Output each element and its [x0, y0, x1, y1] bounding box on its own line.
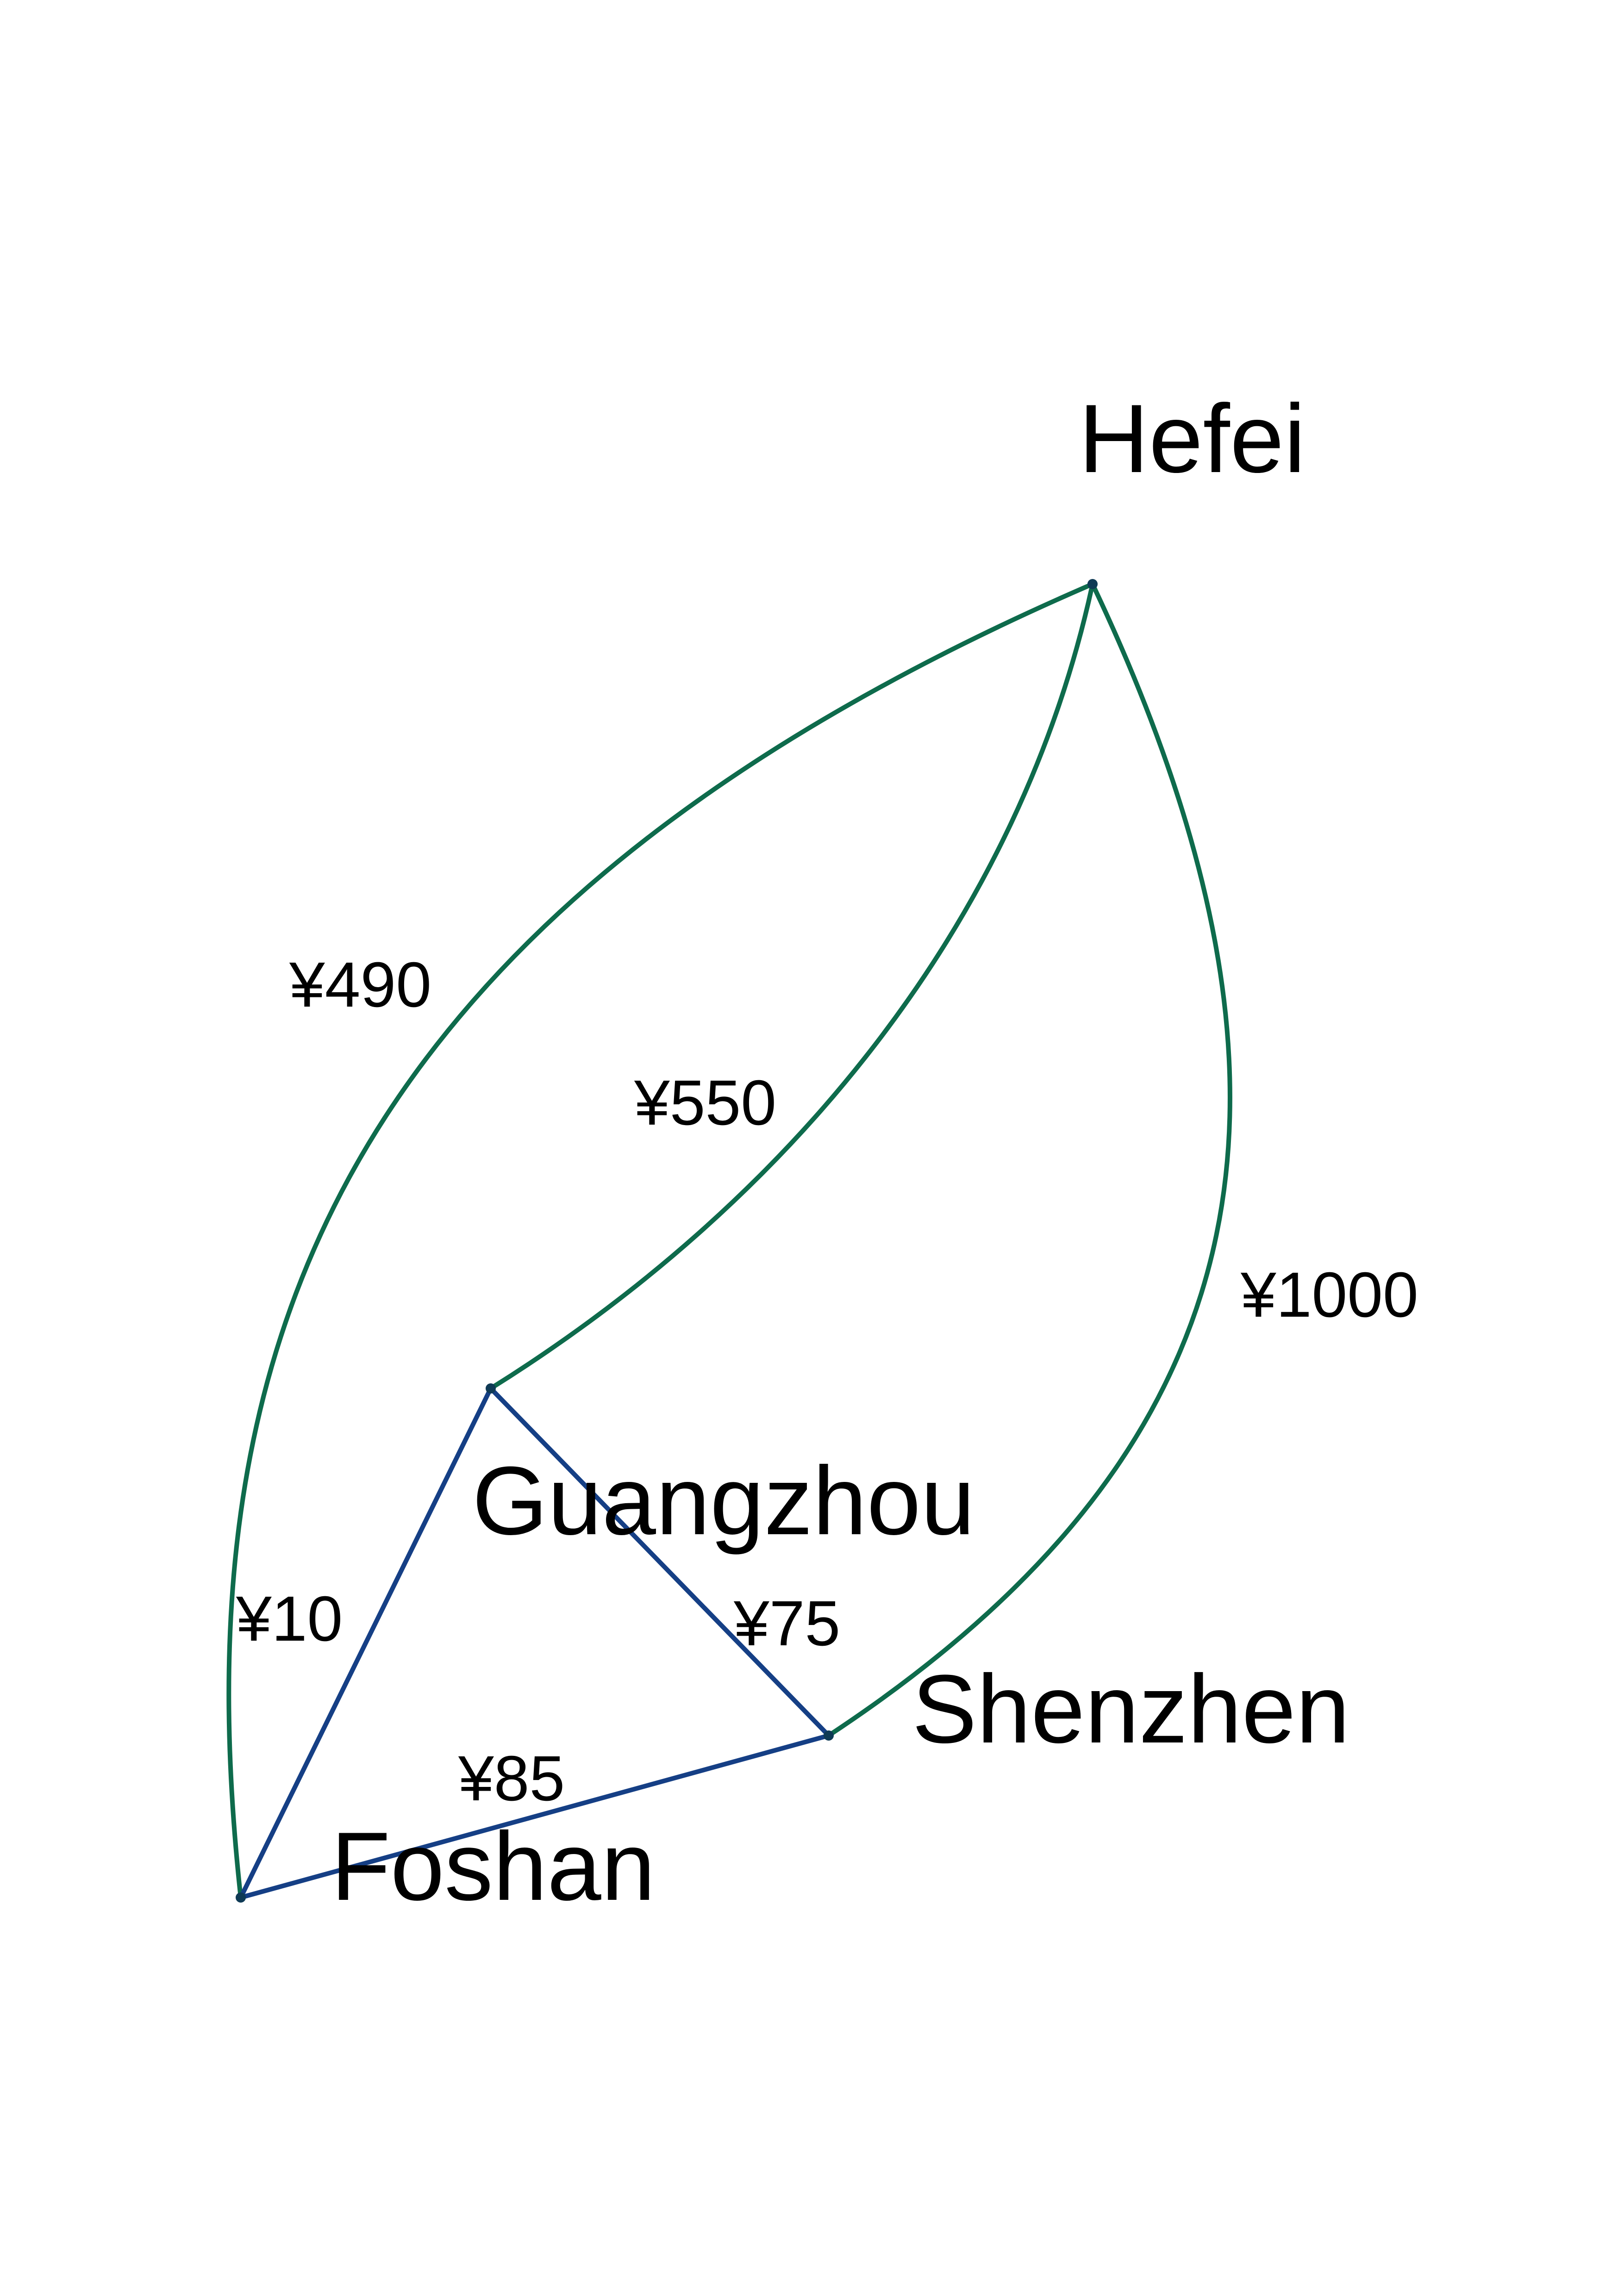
route-foshan-hefei: [226, 582, 1095, 1900]
cost-label-guangzhou-shenzhen: ¥75: [733, 1588, 840, 1659]
route-shenzhen-hefei: [826, 582, 1232, 1738]
route-foshan-shenzhen: [238, 1733, 831, 1900]
city-label-shenzhen: Shenzhen: [912, 1655, 1350, 1763]
node-shenzhen: [824, 1730, 834, 1741]
city-label-foshan: Foshan: [331, 1812, 655, 1921]
node-foshan: [236, 1892, 246, 1903]
cost-label-foshan-hefei: ¥490: [289, 949, 431, 1020]
route-guangzhou-shenzhen: [488, 1386, 831, 1738]
cost-label-foshan-guangzhou: ¥10: [236, 1583, 343, 1655]
route-foshan-guangzhou: [238, 1386, 493, 1900]
node-guangzhou: [486, 1383, 496, 1394]
cost-label-foshan-shenzhen: ¥85: [458, 1743, 565, 1814]
city-label-hefei: Hefei: [1079, 384, 1305, 493]
cost-label-shenzhen-hefei: ¥1000: [1240, 1259, 1418, 1331]
route-guangzhou-hefei: [488, 582, 1095, 1391]
cost-label-guangzhou-hefei: ¥550: [634, 1067, 776, 1139]
node-hefei: [1087, 579, 1098, 589]
city-label-guangzhou: Guangzhou: [472, 1446, 975, 1555]
